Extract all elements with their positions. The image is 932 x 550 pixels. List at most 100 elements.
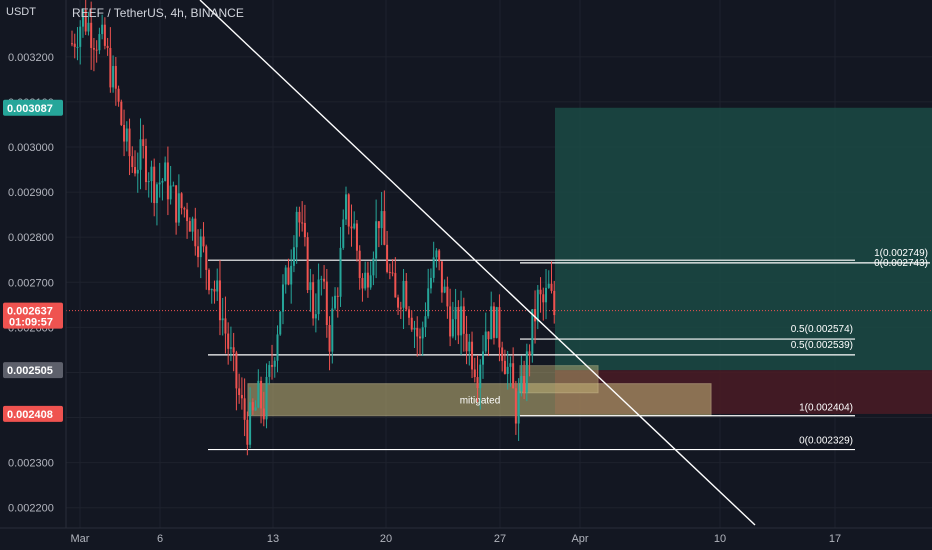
candle-body (317, 279, 320, 315)
candle-body (84, 9, 87, 32)
candle-body (408, 309, 411, 318)
candle-body (323, 278, 326, 282)
candle-body (528, 351, 531, 356)
candle-body (383, 211, 386, 245)
price-badge-label: 0.002637 (7, 306, 53, 318)
price-tick-label: 0.002700 (8, 277, 54, 289)
candle-body (136, 169, 139, 174)
candle-body (188, 221, 191, 232)
candle-body (501, 347, 504, 361)
candle-body (482, 351, 484, 365)
candle-body (287, 267, 290, 285)
candle-body (536, 289, 539, 322)
order-block[interactable] (519, 365, 599, 394)
candle-body (492, 306, 495, 338)
price-badge (3, 302, 63, 329)
candle-body (161, 180, 164, 183)
candle-body (134, 167, 137, 174)
candle-body (438, 250, 441, 262)
candle-body (495, 307, 498, 338)
candle-body (462, 306, 465, 334)
candle-body (539, 289, 542, 295)
candle-body (265, 376, 268, 420)
candle-body (424, 316, 427, 328)
candle-body (169, 185, 172, 200)
candle-body (199, 236, 202, 258)
candle-body (460, 306, 463, 336)
candle-body (257, 380, 260, 408)
candle-body (364, 272, 367, 289)
candle-body (112, 66, 115, 88)
candle-body (421, 327, 424, 339)
time-tick-label: 6 (157, 533, 163, 545)
price-axis[interactable]: 0.0032000.0031000.0030000.0029000.002800… (0, 0, 67, 550)
time-axis[interactable]: Mar 6 13 20 27 Apr 10 17 (0, 527, 932, 550)
candle-body (202, 236, 205, 247)
candle-body (98, 34, 101, 51)
candle-body (473, 369, 476, 378)
candle-body (366, 272, 369, 288)
candle-body (268, 365, 271, 377)
candle-body (180, 193, 183, 209)
candle-body (240, 395, 243, 399)
candle-body (172, 185, 175, 187)
candle-body (144, 145, 147, 183)
candle-body (418, 336, 421, 339)
candle-body (525, 351, 528, 393)
candle-body (449, 306, 452, 337)
candle-body (457, 306, 460, 336)
candle-body (440, 261, 443, 293)
candle-body (339, 247, 342, 297)
countdown-label: 01:09:57 (9, 317, 53, 329)
candle-body (345, 194, 347, 220)
candle-body (490, 306, 493, 340)
candle-body (553, 290, 556, 316)
candle-body (213, 289, 216, 292)
candle-body (405, 280, 408, 310)
candle-body (377, 221, 380, 229)
time-tick-label: Apr (571, 533, 588, 545)
candle-body (355, 223, 358, 251)
candle-body (175, 185, 178, 223)
candle-body (479, 364, 482, 389)
candle-body (284, 267, 287, 285)
candle-body (416, 327, 419, 337)
candle-body (273, 360, 276, 367)
symbol-title[interactable]: REEF / TetherUS, 4h, BINANCE (72, 6, 244, 20)
descending-trendline[interactable] (199, 0, 756, 526)
candle-body (386, 244, 389, 272)
candle-body (87, 22, 90, 32)
candle-body (79, 26, 82, 47)
candle-body (306, 237, 309, 291)
candle-body (503, 360, 506, 374)
candle-body (394, 273, 397, 298)
price-badge (3, 405, 63, 422)
candle-body (216, 280, 219, 292)
candle-body (251, 402, 254, 411)
candle-body (295, 211, 298, 248)
candle-body (243, 398, 246, 420)
candle-body (309, 282, 312, 291)
price-badge-label: 0.002505 (7, 365, 53, 377)
candle-body (197, 246, 200, 258)
candle-body (123, 124, 126, 142)
candle-body (166, 162, 169, 200)
candle-body (410, 317, 413, 330)
candle-body (545, 287, 548, 303)
candle-body (471, 341, 474, 370)
candle-body (183, 208, 186, 210)
candle-body (314, 314, 317, 319)
profit-zone[interactable] (555, 107, 932, 371)
candle-body (92, 48, 95, 50)
candle-body (397, 297, 400, 308)
candle-body (435, 250, 438, 258)
candle-body (358, 250, 361, 278)
candle-body (542, 294, 545, 303)
candle-body (432, 257, 435, 278)
candle-body (262, 408, 265, 420)
trendline[interactable] (199, 0, 756, 526)
candle-body (194, 218, 197, 247)
candle-body (369, 275, 372, 288)
candle-body (391, 272, 394, 274)
